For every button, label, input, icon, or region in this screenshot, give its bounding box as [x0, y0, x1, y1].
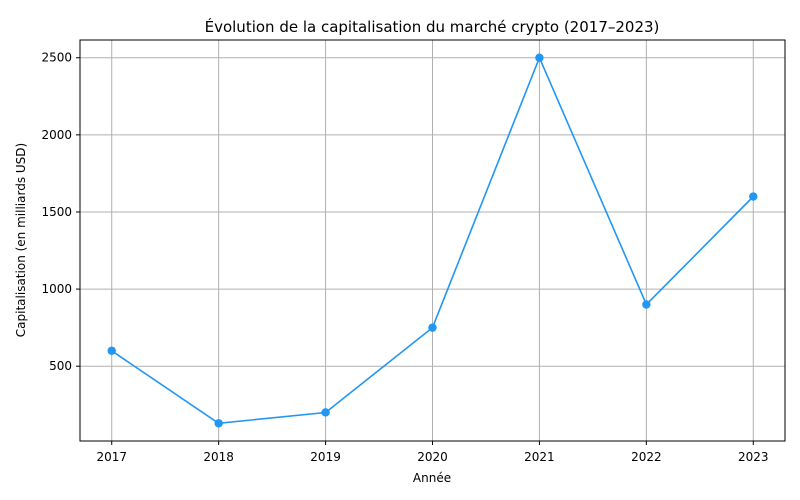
- data-point: [535, 53, 544, 62]
- x-tick-label: 2020: [417, 450, 448, 464]
- x-tick-label: 2022: [631, 450, 662, 464]
- y-axis-ticks: 500 1000 1500 2000 2500: [41, 51, 80, 373]
- x-tick-label: 2021: [524, 450, 555, 464]
- y-axis-label: Capitalisation (en milliards USD): [14, 143, 28, 337]
- y-tick-label: 1000: [41, 282, 72, 296]
- data-point: [214, 419, 223, 428]
- x-tick-label: 2023: [738, 450, 769, 464]
- y-tick-label: 2500: [41, 51, 72, 65]
- data-point: [428, 323, 437, 332]
- x-axis-label: Année: [413, 471, 451, 485]
- x-tick-label: 2019: [310, 450, 341, 464]
- x-tick-label: 2018: [203, 450, 234, 464]
- x-axis-ticks: 2017 2018 2019 2020 2021 2022 2023: [96, 441, 769, 464]
- y-tick-label: 2000: [41, 128, 72, 142]
- y-tick-label: 1500: [41, 205, 72, 219]
- data-point: [321, 408, 330, 417]
- data-point: [107, 346, 116, 355]
- data-point: [749, 192, 758, 201]
- x-tick-label: 2017: [96, 450, 127, 464]
- chart-title: Évolution de la capitalisation du marché…: [205, 17, 660, 36]
- grid: [80, 40, 785, 441]
- y-tick-label: 500: [49, 359, 72, 373]
- data-points: [107, 53, 758, 428]
- data-point: [642, 300, 651, 309]
